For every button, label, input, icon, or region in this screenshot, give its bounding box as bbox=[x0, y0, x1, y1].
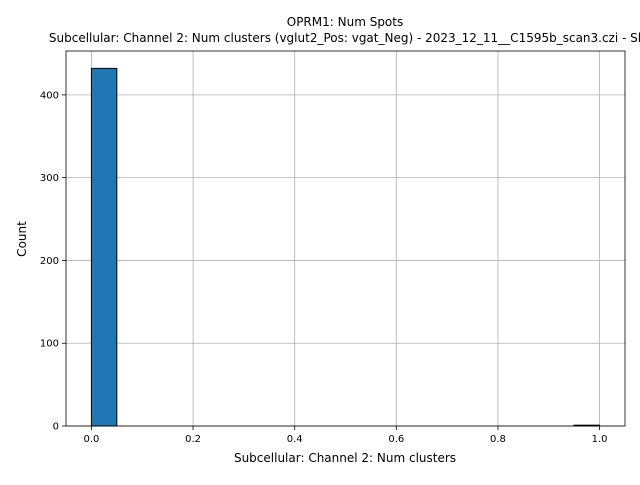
x-tick-label: 0.0 bbox=[83, 434, 99, 445]
y-tick-label: 200 bbox=[40, 256, 59, 267]
chart-subtitle: Subcellular: Channel 2: Num clusters (vg… bbox=[49, 31, 640, 45]
chart-title: OPRM1: Num Spots bbox=[287, 15, 403, 29]
histogram-bars bbox=[90, 67, 601, 427]
histogram-bar bbox=[90, 67, 118, 427]
plot-frame bbox=[65, 50, 626, 427]
x-tick-label: 0.4 bbox=[287, 434, 303, 445]
grid-lines bbox=[66, 51, 625, 427]
x-tick-label: 0.6 bbox=[388, 434, 404, 445]
y-tick-label: 400 bbox=[40, 90, 59, 101]
y-tick-label: 300 bbox=[40, 173, 59, 184]
x-tick-label: 1.0 bbox=[592, 434, 608, 445]
y-axis-label: Count bbox=[15, 221, 29, 257]
y-tick-label: 0 bbox=[53, 422, 59, 433]
x-axis-label: Subcellular: Channel 2: Num clusters bbox=[234, 451, 456, 465]
x-axis-ticks: 0.0 0.2 0.4 0.6 0.8 1.0 bbox=[83, 426, 608, 445]
x-tick-label: 0.8 bbox=[490, 434, 506, 445]
y-tick-label: 100 bbox=[40, 339, 59, 350]
x-tick-label: 0.2 bbox=[185, 434, 201, 445]
y-axis-ticks: 0 100 200 300 400 bbox=[40, 90, 66, 433]
